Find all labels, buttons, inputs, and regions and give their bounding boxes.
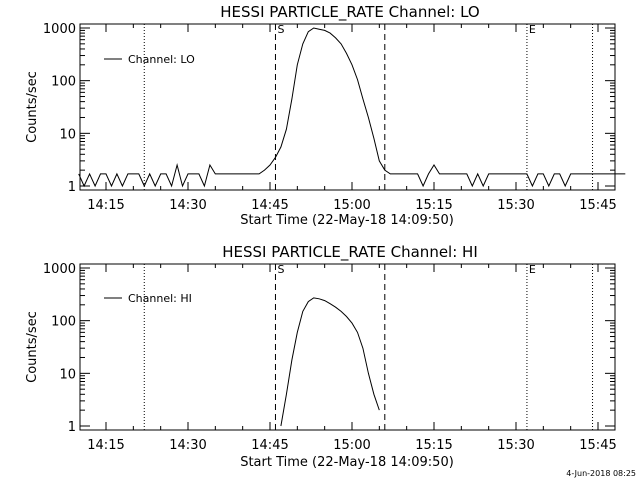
legend-label: Channel: HI [128, 292, 192, 305]
x-tick-label: 15:00 [333, 198, 370, 213]
y-tick-label: 100 [51, 315, 76, 330]
chart-panel-lo: HESSI PARTICLE_RATE Channel: LO Counts/s… [25, 3, 626, 228]
tick-layer: 1 10 100 1000 14:15 14:30 14:45 15:00 15:15 15:30… [43, 262, 617, 453]
y-axis-label: Counts/sec [25, 311, 40, 383]
chart-panel-hi: HESSI PARTICLE_RATE Channel: HI Counts/s… [25, 243, 617, 470]
series-line [78, 27, 626, 188]
x-tick-label: 14:15 [87, 198, 124, 213]
y-tick-label: 1 [68, 420, 76, 435]
marker-label: E [529, 263, 536, 276]
plot-frame [79, 263, 616, 431]
y-tick-label: 1 [68, 180, 76, 195]
y-tick-label: 1000 [43, 262, 76, 277]
x-tick-label: 15:30 [497, 198, 534, 213]
y-axis-label: Counts/sec [25, 71, 40, 143]
x-tick-label: 15:30 [497, 438, 534, 453]
x-axis-label: Start Time (22-May-18 14:09:50) [240, 455, 454, 470]
series-layer [280, 297, 380, 427]
chart-title: HESSI PARTICLE_RATE Channel: HI [222, 243, 478, 262]
plot-frame [79, 23, 616, 191]
x-tick-label: 15:45 [579, 438, 616, 453]
marker-label: S [277, 23, 284, 36]
x-axis-label: Start Time (22-May-18 14:09:50) [240, 213, 454, 228]
y-tick-label: 10 [59, 127, 76, 142]
x-tick-label: 15:00 [333, 438, 370, 453]
date-stamp: 4-Jun-2018 08:25 [566, 469, 636, 478]
x-tick-label: 14:30 [169, 438, 206, 453]
tick-layer: 1 10 100 1000 14:15 14:30 14:45 15:00 15:15 15:30… [43, 22, 617, 213]
legend-label: Channel: LO [128, 53, 195, 66]
x-tick-label: 14:45 [251, 198, 288, 213]
x-tick-label: 15:15 [415, 438, 452, 453]
series-layer [78, 27, 626, 188]
marker-label: S [277, 263, 284, 276]
x-tick-label: 15:45 [579, 198, 616, 213]
marker-label: E [529, 23, 536, 36]
series-line [280, 297, 380, 427]
y-tick-label: 1000 [43, 22, 76, 37]
chart-title: HESSI PARTICLE_RATE Channel: LO [220, 3, 479, 22]
x-tick-label: 15:15 [415, 198, 452, 213]
y-tick-label: 100 [51, 75, 76, 90]
y-tick-label: 10 [59, 367, 76, 382]
x-tick-label: 14:15 [87, 438, 124, 453]
x-tick-label: 14:45 [251, 438, 288, 453]
x-tick-label: 14:30 [169, 198, 206, 213]
